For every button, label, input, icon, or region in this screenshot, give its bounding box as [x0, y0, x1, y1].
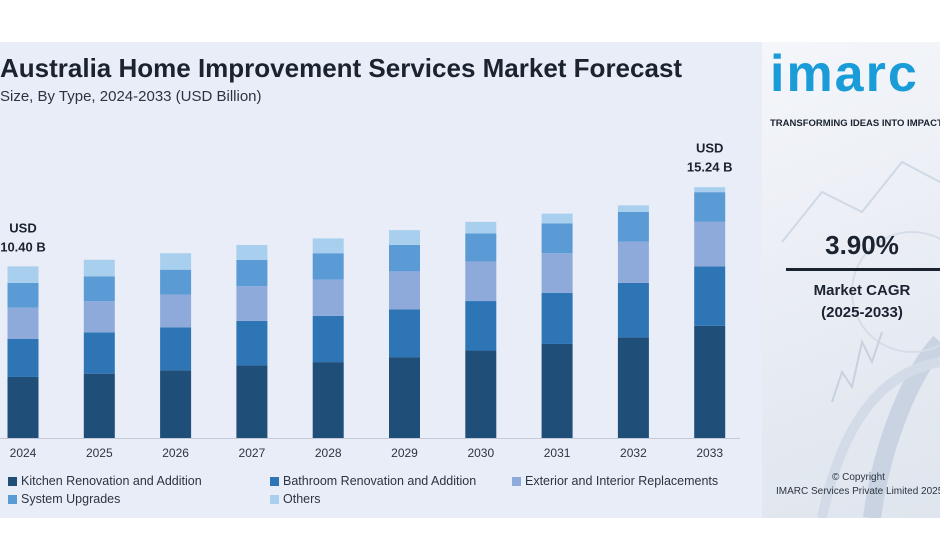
- decorative-background-graphic: [781, 160, 940, 518]
- brand-sidebar: imarc TRANSFORMING IDEAS INTO IMPACT 3.9…: [762, 42, 940, 518]
- x-tick-label: 2025: [86, 446, 113, 460]
- copyright-line-1: © Copyright: [832, 472, 885, 483]
- bar-2030-bathroom-renovation-and-addition: [465, 301, 497, 351]
- bar-2028-system-upgrades: [312, 253, 344, 280]
- bar-2031-system-upgrades: [541, 223, 573, 254]
- bar-2032-others: [617, 205, 649, 212]
- bar-2025-kitchen-renovation-and-addition: [83, 373, 115, 438]
- legend-swatch: [270, 476, 279, 486]
- cagr-period: (2025-2033): [821, 304, 903, 321]
- legend-swatch: [270, 494, 279, 504]
- bar-chart: 2024 2025 2026 2027 2028 2029 2030 2031 2032 2033…: [0, 141, 740, 460]
- bar-2027-others: [236, 244, 268, 260]
- bar-2027-kitchen-renovation-and-addition: [236, 365, 268, 438]
- annotation-currency: USD: [9, 220, 36, 235]
- legend-swatch: [512, 476, 521, 486]
- bar-2024-kitchen-renovation-and-addition: [7, 376, 39, 438]
- bar-2033-bathroom-renovation-and-addition: [694, 266, 726, 326]
- bar-2033-others: [694, 187, 726, 193]
- bar-2032-exterior-and-interior-replacements: [617, 241, 649, 283]
- bar-2033-kitchen-renovation-and-addition: [694, 325, 726, 438]
- bar-2030-exterior-and-interior-replacements: [465, 261, 497, 302]
- x-tick-label: 2028: [315, 446, 342, 460]
- bar-2029-kitchen-renovation-and-addition: [389, 357, 420, 438]
- x-tick-label: 2026: [162, 446, 189, 460]
- x-tick-label: 2029: [391, 446, 418, 460]
- bar-2024-system-upgrades: [7, 282, 39, 308]
- bar-2028-exterior-and-interior-replacements: [312, 279, 344, 316]
- bar-2028-bathroom-renovation-and-addition: [312, 315, 344, 363]
- bar-2029-system-upgrades: [389, 244, 420, 272]
- annotation-currency: USD: [696, 141, 723, 156]
- legend-label: System Upgrades: [21, 492, 121, 506]
- legend-item: Others: [270, 492, 321, 506]
- bar-2030-others: [465, 221, 497, 234]
- bar-2031-exterior-and-interior-replacements: [541, 253, 573, 293]
- bar-2027-exterior-and-interior-replacements: [236, 286, 268, 321]
- bar-2027-bathroom-renovation-and-addition: [236, 320, 268, 366]
- x-tick-label: 2031: [544, 446, 571, 460]
- bar-2033-exterior-and-interior-replacements: [694, 221, 726, 267]
- legend-swatch: [8, 476, 17, 486]
- chart-title: Australia Home Improvement Services Mark…: [0, 53, 683, 83]
- bar-2030-kitchen-renovation-and-addition: [465, 350, 497, 438]
- annotation-total-value: 10.40 B: [0, 239, 46, 254]
- x-tick-label: 2033: [696, 446, 723, 460]
- cagr-value: 3.90%: [825, 230, 899, 260]
- x-tick-label: 2032: [620, 446, 647, 460]
- x-tick-label: 2024: [10, 446, 37, 460]
- bar-2025-others: [83, 259, 115, 277]
- legend-swatch: [8, 494, 17, 504]
- bar-2032-kitchen-renovation-and-addition: [617, 337, 649, 438]
- x-tick-label: 2030: [467, 446, 494, 460]
- legend-item: Bathroom Renovation and Addition: [270, 474, 476, 488]
- cagr-label: Market CAGR: [813, 282, 911, 299]
- bar-2029-exterior-and-interior-replacements: [389, 271, 420, 310]
- bar-2024-others: [7, 266, 39, 283]
- bar-2029-others: [389, 230, 420, 245]
- bar-2033-system-upgrades: [694, 192, 726, 222]
- bar-2024-exterior-and-interior-replacements: [7, 307, 39, 339]
- legend-item: System Upgrades: [8, 492, 120, 506]
- bar-2027-system-upgrades: [236, 259, 268, 287]
- bar-2025-bathroom-renovation-and-addition: [83, 332, 115, 374]
- bar-2026-exterior-and-interior-replacements: [160, 294, 192, 328]
- copyright-line-2: IMARC Services Private Limited 2025: [776, 486, 940, 497]
- legend-label: Others: [283, 492, 321, 506]
- bar-2028-others: [312, 238, 344, 254]
- bar-2024-bathroom-renovation-and-addition: [7, 339, 39, 377]
- legend-item: Exterior and Interior Replacements: [512, 474, 718, 488]
- bar-2032-bathroom-renovation-and-addition: [617, 282, 649, 338]
- bar-2026-system-upgrades: [160, 269, 192, 295]
- bar-2029-bathroom-renovation-and-addition: [389, 309, 420, 358]
- bar-2026-kitchen-renovation-and-addition: [160, 370, 192, 438]
- bar-2025-system-upgrades: [83, 276, 115, 302]
- chart-subtitle: Size, By Type, 2024-2033 (USD Billion): [0, 88, 262, 105]
- bar-2031-bathroom-renovation-and-addition: [541, 292, 573, 344]
- legend-label: Kitchen Renovation and Addition: [21, 474, 202, 488]
- brand-tagline: TRANSFORMING IDEAS INTO IMPACT: [770, 118, 940, 129]
- bar-2025-exterior-and-interior-replacements: [83, 301, 115, 333]
- bar-2026-others: [160, 253, 192, 270]
- bar-2031-others: [541, 213, 573, 224]
- bar-2026-bathroom-renovation-and-addition: [160, 327, 192, 371]
- legend-label: Bathroom Renovation and Addition: [283, 474, 477, 488]
- bar-2031-kitchen-renovation-and-addition: [541, 343, 573, 438]
- legend-label: Exterior and Interior Replacements: [525, 474, 719, 488]
- cagr-divider: [786, 268, 940, 271]
- x-tick-label: 2027: [239, 446, 266, 460]
- legend-item: Kitchen Renovation and Addition: [8, 474, 202, 488]
- annotation-total-value: 15.24 B: [687, 160, 733, 175]
- bar-2028-kitchen-renovation-and-addition: [312, 362, 344, 438]
- imarc-logo: imarc: [770, 45, 919, 103]
- bar-2032-system-upgrades: [617, 211, 649, 242]
- bar-2030-system-upgrades: [465, 233, 497, 262]
